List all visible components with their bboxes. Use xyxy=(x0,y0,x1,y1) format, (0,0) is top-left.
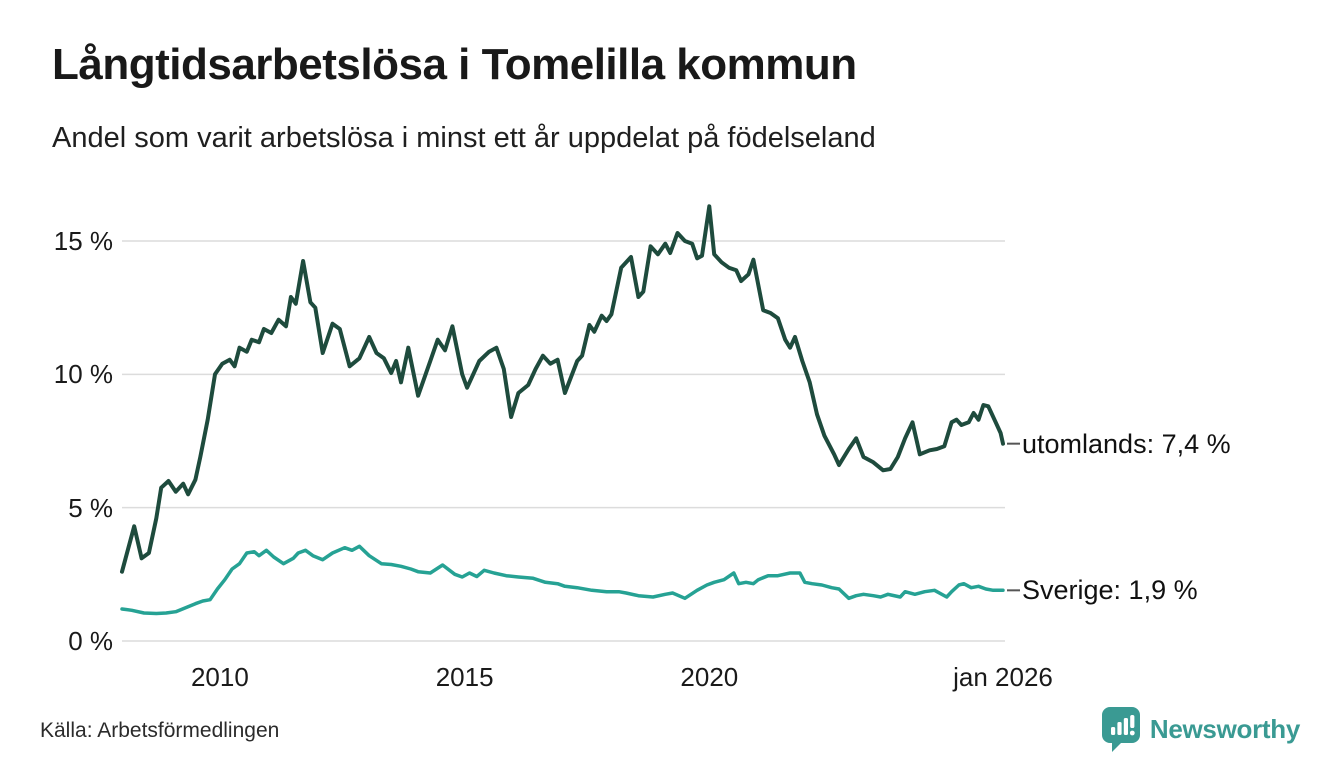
y-axis-tick-label: 15 % xyxy=(53,226,113,256)
x-axis-tick-label: jan 2026 xyxy=(953,662,1053,692)
newsworthy-pin-icon xyxy=(1101,707,1140,752)
series-line-utomlands xyxy=(120,204,1005,574)
x-axis-tick-label: 2015 xyxy=(435,662,494,692)
series-line-Sverige xyxy=(120,544,1005,616)
series-end-label-Sverige: Sverige: 1,9 % xyxy=(1022,575,1198,606)
source-note: Källa: Arbetsförmedlingen xyxy=(40,719,280,742)
x-axis-tick-label: 2020 xyxy=(680,662,739,692)
chart-subtitle: Andel som varit arbetslösa i minst ett å… xyxy=(52,122,876,154)
page-title: Långtidsarbetslösa i Tomelilla kommun xyxy=(52,40,857,89)
y-axis-tick-label: 0 % xyxy=(68,626,113,656)
brand-name: Newsworthy xyxy=(1149,713,1300,744)
series-end-label-utomlands: utomlands: 7,4 % xyxy=(1022,428,1231,459)
newsworthy-logo: Newsworthy xyxy=(1101,706,1300,752)
y-axis-tick-label: 10 % xyxy=(53,359,113,390)
x-axis-tick-label: 2010 xyxy=(190,662,249,692)
y-axis-tick-label: 5 % xyxy=(68,492,113,523)
